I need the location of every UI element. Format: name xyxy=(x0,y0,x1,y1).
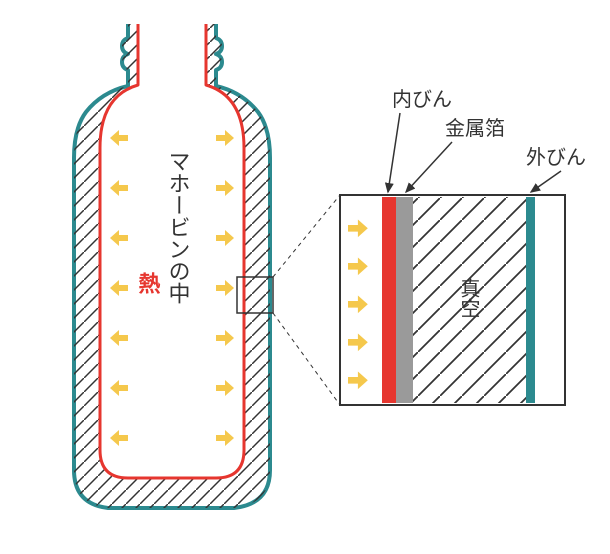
heat-arrow-icon xyxy=(216,430,234,446)
leader-outer xyxy=(531,171,561,192)
callout-box: 真空 xyxy=(340,195,565,405)
label-outer-bottle: 外びん xyxy=(526,146,586,169)
leader-inner xyxy=(388,113,400,192)
callout-foil-stripe xyxy=(396,197,413,403)
label-metal-foil: 金属箔 xyxy=(445,117,505,140)
heat-arrow-icon xyxy=(216,180,234,196)
heat-arrow-icon xyxy=(110,130,128,146)
callout-outer-stripe xyxy=(526,197,535,403)
heat-arrow-icon xyxy=(110,280,128,296)
heat-arrow-icon xyxy=(110,430,128,446)
inside-label: マホービンの中 xyxy=(166,150,191,304)
heat-arrow-icon xyxy=(216,330,234,346)
vacuum-label: 真空 xyxy=(457,278,479,318)
heat-arrow-icon xyxy=(110,230,128,246)
heat-arrow-icon xyxy=(110,380,128,396)
heat-arrow-icon xyxy=(110,330,128,346)
heat-arrow-icon xyxy=(216,130,234,146)
zoom-dash-bottom xyxy=(273,313,340,405)
heat-arrow-icon xyxy=(216,280,234,296)
heat-arrow-icon xyxy=(216,230,234,246)
heat-label: 熱 xyxy=(136,271,161,294)
leader-foil xyxy=(406,142,452,192)
zoom-dash-top xyxy=(273,195,340,277)
heat-arrow-icon xyxy=(216,380,234,396)
heat-arrow-icon xyxy=(110,180,128,196)
thermos-diagram: マホービンの中 熱 真空 内びん 金属箔 外びん xyxy=(0,0,610,554)
label-inner-bottle: 内びん xyxy=(392,88,452,111)
callout-inner-stripe xyxy=(382,197,396,403)
